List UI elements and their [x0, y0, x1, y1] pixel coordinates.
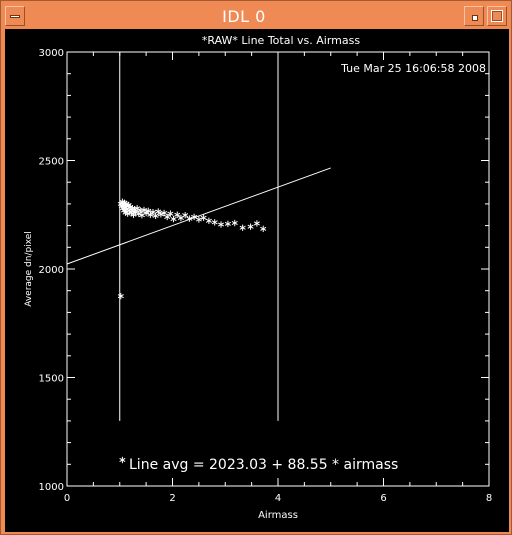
window-menu-icon[interactable] — [5, 6, 25, 26]
title-bar[interactable]: IDL 0 — [4, 4, 508, 29]
y-tick-label: 1000 — [39, 482, 64, 493]
y-tick-label: 1500 — [39, 374, 64, 385]
data-point — [164, 213, 171, 221]
y-axis-label: Average dn/pixel — [24, 231, 34, 307]
data-point — [182, 211, 189, 219]
y-tick-label: 2500 — [39, 157, 64, 168]
fit-equation: Line avg = 2023.03 + 88.55 * airmass — [129, 457, 398, 473]
y-tick-label: 2000 — [39, 265, 64, 276]
x-tick-label: 0 — [64, 493, 70, 504]
data-point — [217, 221, 225, 228]
scatter-plot: *RAW* Line Total vs. Airmass Tue Mar 25 … — [24, 34, 492, 521]
plot-canvas: *RAW* Line Total vs. Airmass Tue Mar 25 … — [5, 29, 509, 532]
data-point — [147, 211, 154, 218]
chart-title: *RAW* Line Total vs. Airmass — [202, 34, 360, 47]
data-point — [224, 220, 231, 228]
fit-line — [66, 167, 331, 265]
data-point — [200, 214, 207, 221]
data-point — [186, 215, 193, 222]
data-point — [174, 211, 181, 218]
data-point — [191, 213, 198, 221]
data-point — [195, 216, 202, 223]
timestamp: Tue Mar 25 16:06:58 2008 — [340, 62, 486, 75]
data-point — [170, 215, 177, 223]
x-tick-label: 4 — [275, 493, 281, 504]
data-point — [211, 219, 218, 226]
x-tick-label: 2 — [169, 493, 175, 504]
x-tick-label: 8 — [486, 493, 492, 504]
y-tick-label: 3000 — [39, 48, 64, 59]
x-axis-label: Airmass — [258, 510, 298, 521]
data-point — [155, 208, 162, 215]
data-point — [117, 292, 124, 300]
legend-marker — [119, 456, 126, 464]
data-point — [205, 217, 212, 225]
minimize-icon[interactable] — [464, 6, 484, 26]
data-point — [167, 210, 174, 217]
window-title: IDL 0 — [222, 7, 266, 26]
data-point — [231, 219, 238, 227]
data-point — [260, 225, 267, 233]
maximize-icon[interactable] — [487, 6, 507, 26]
data-point — [152, 212, 159, 220]
data-point — [161, 209, 168, 217]
data-point — [253, 220, 260, 227]
data-point — [239, 224, 246, 231]
x-tick-label: 6 — [380, 493, 386, 504]
data-point — [247, 223, 254, 230]
